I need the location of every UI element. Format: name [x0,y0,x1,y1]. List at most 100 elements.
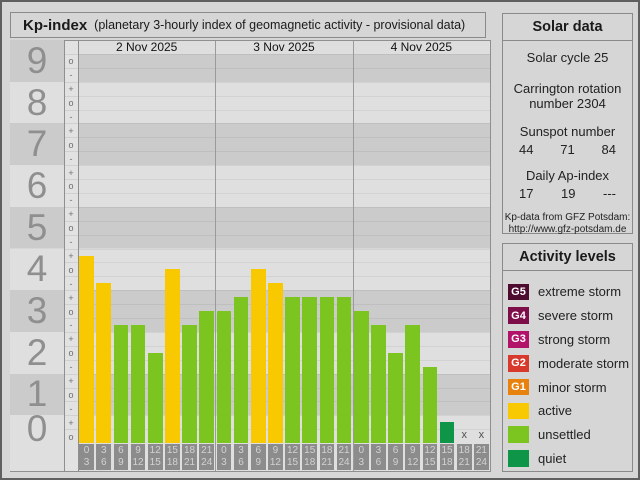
gridline [78,67,490,69]
hour-start: 9 [409,445,416,457]
hour-end: 24 [475,457,487,469]
hour-label-box: 21 24 [336,444,352,470]
activity-levels-legend: G5 extreme storm G4 severe storm G3 strong st… [503,271,632,470]
y-subtick-+: + [64,81,78,96]
hour-start: 15 [441,445,453,457]
y-subtick-o: o [64,262,78,276]
y-subtick--: - [64,276,78,290]
hour-end: 6 [238,457,244,469]
g-scale-badge-G2: G2 [508,355,529,372]
gridline [78,304,490,306]
y-axis-number-6: 6 [26,164,48,206]
hour-end: 3 [83,457,90,469]
hour-end: 21 [184,457,196,469]
sunspot-number-group: Sunspot number 44 71 84 [503,124,632,157]
y-subtick-+: + [64,331,78,346]
y-subtick-o: o [64,304,78,318]
hour-label-box: 12 15 [285,444,300,470]
gridline [78,95,490,97]
hour-start: 21 [201,445,213,457]
gridline [78,248,490,250]
gridline [78,331,490,333]
kp-bar-2nov-12h [147,352,163,444]
activity-level-label: severe storm [538,308,614,324]
hour-start: 12 [149,445,161,457]
y-axis-number-7: 7 [26,123,48,165]
gridline [78,137,490,139]
hour-label-box: 12 15 [147,444,163,470]
y-axis-number-5: 5 [26,206,48,248]
kp-bar-2nov-18h [182,324,197,444]
daily-ap-index-values: 17 19 --- [519,186,616,201]
chart-title: Kp-index [23,16,88,34]
gridline [78,373,490,375]
legend-swatch-active [508,402,529,420]
y-subtick--: - [64,359,78,374]
data-source-note: Kp-data from GFZ Potsdam: http://www.gfz… [504,212,631,235]
daily-ap-index-group: Daily Ap-index 17 19 --- [503,168,632,201]
y-subtick-+: + [64,206,78,221]
kp-bar-2nov-21h [199,311,215,444]
kp-bar-3nov-12h [285,297,300,444]
hour-start: 12 [287,445,299,457]
activity-level-label: moderate storm [538,355,630,371]
gridline [78,276,490,278]
hour-end: 24 [201,457,213,469]
hour-end: 15 [424,457,436,469]
date-header-2: 3 Nov 2025 [253,39,315,54]
legend-swatch-unsettled [508,426,529,443]
kp-bar-4nov-6h [388,352,403,444]
carrington-rotation-text: Carrington rotation number 2304 [513,81,622,111]
activity-level-item-unsettled: unsettled [503,423,632,447]
hour-label-box: 21 24 [199,444,215,470]
g-scale-badge-G4: G4 [508,307,529,324]
y-subtick--: - [64,67,78,82]
gridline [78,234,490,236]
gridline [78,165,490,167]
hour-label-box: 15 18 [302,444,318,470]
hour-end: 21 [321,457,333,469]
activity-level-label: active [538,403,572,419]
plot-frame-bottom [10,470,490,472]
activity-levels-title: Activity levels [503,244,632,271]
hour-start: 18 [184,445,196,457]
hour-start: 0 [358,445,365,457]
activity-level-item-moderate-storm: G2 moderate storm [503,351,632,375]
y-subtick-o: o [64,53,78,68]
hour-start: 6 [392,445,399,457]
hour-start: 18 [321,445,333,457]
hour-label-box: 18 21 [319,444,335,470]
kp-bar-2nov-6h [113,324,129,444]
hour-label-box: 18 21 [182,444,197,470]
hour-start: 0 [83,445,90,457]
gridline [78,53,490,55]
hour-end: 3 [221,457,227,469]
hour-start: 9 [272,445,279,457]
date-header-row [78,40,490,54]
hour-label-box: 9 12 [405,444,421,470]
grid-band-kp-5 [10,206,490,249]
y-subtick-+: + [64,165,78,179]
sunspot-number-label: Sunspot number [519,124,616,139]
gridline [78,415,490,417]
hour-end: 18 [304,457,316,469]
grid-band-kp-8 [10,81,490,124]
kp-bar-4nov-9h [405,324,421,444]
gfz-potsdam-link[interactable]: http://www.gfz-potsdam.de [508,224,627,235]
y-subtick--: - [64,234,78,249]
hour-end: 18 [166,457,178,469]
date-header-3: 4 Nov 2025 [390,39,453,54]
kp-bar-4nov-15h [439,422,455,444]
gridline [78,429,490,431]
hour-end: 6 [375,457,382,469]
y-axis-number-4: 4 [26,248,48,290]
hour-label-box: 15 18 [439,444,455,470]
y-subtick--: - [64,151,78,165]
activity-level-label: quiet [538,450,567,466]
date-header-1: 2 Nov 2025 [115,39,178,54]
hour-end: 12 [269,457,281,469]
